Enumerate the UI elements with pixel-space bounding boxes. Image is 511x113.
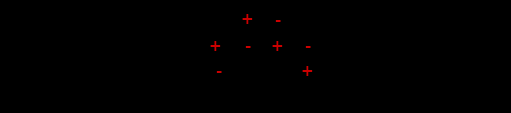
Text: -: - xyxy=(274,12,280,27)
Text: +: + xyxy=(241,12,253,27)
Text: -: - xyxy=(244,39,250,54)
Text: -: - xyxy=(304,39,310,54)
Text: +: + xyxy=(208,39,221,54)
Text: +: + xyxy=(300,64,313,79)
Text: -: - xyxy=(215,64,221,79)
Text: +: + xyxy=(271,39,284,54)
